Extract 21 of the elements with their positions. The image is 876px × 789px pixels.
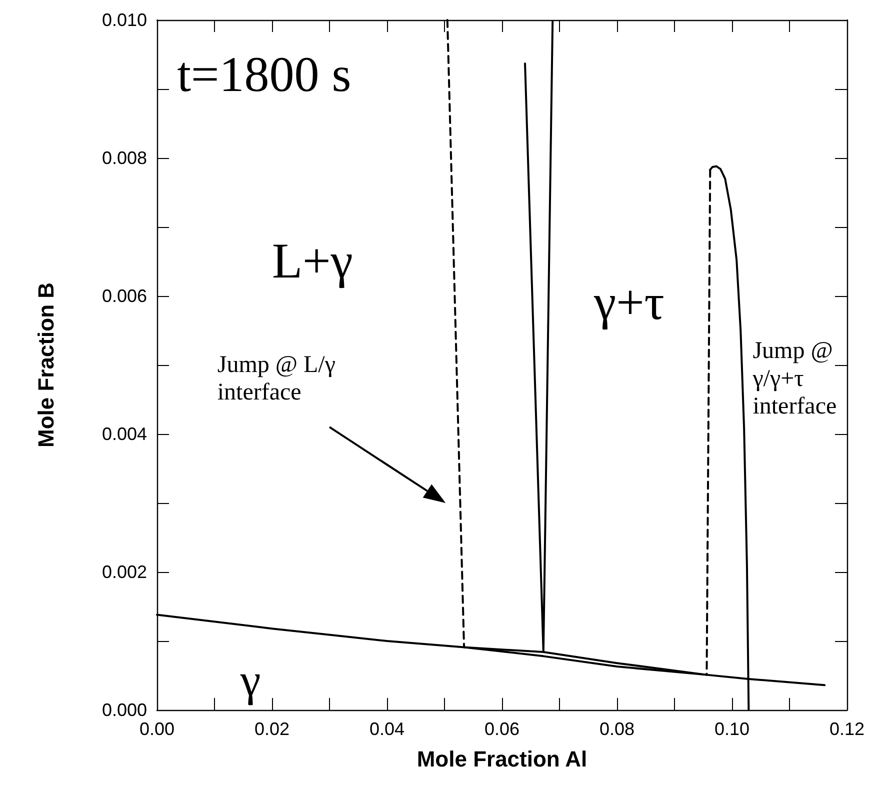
annotation: t=1800 s <box>177 46 352 102</box>
y-tick-label: 0.002 <box>102 562 147 582</box>
annotation: L+γ <box>272 232 353 288</box>
x-tick-label: 0.02 <box>254 719 290 739</box>
x-axis-title: Mole Fraction Al <box>416 746 588 772</box>
y-tick-label: 0.010 <box>102 10 147 30</box>
y-tick-label: 0.006 <box>102 286 147 306</box>
annotation: Jump @ L/γ interface <box>217 352 336 406</box>
x-tick-label: 0.00 <box>139 719 175 739</box>
annotation: γ+τ <box>593 274 664 330</box>
y-tick-label: 0.004 <box>102 424 147 444</box>
x-tick-label: 0.06 <box>484 719 520 739</box>
annotation: γ <box>239 654 261 706</box>
annotation: Jump @ γ/γ+τ interface <box>752 338 837 420</box>
x-tick-label: 0.12 <box>829 719 865 739</box>
x-tick-label: 0.10 <box>714 719 750 739</box>
x-tick-label: 0.08 <box>599 719 635 739</box>
y-tick-label: 0.000 <box>102 700 147 720</box>
y-axis-title: Mole Fraction B <box>34 282 58 448</box>
x-tick-label: 0.04 <box>369 719 405 739</box>
y-tick-label: 0.008 <box>102 148 147 168</box>
